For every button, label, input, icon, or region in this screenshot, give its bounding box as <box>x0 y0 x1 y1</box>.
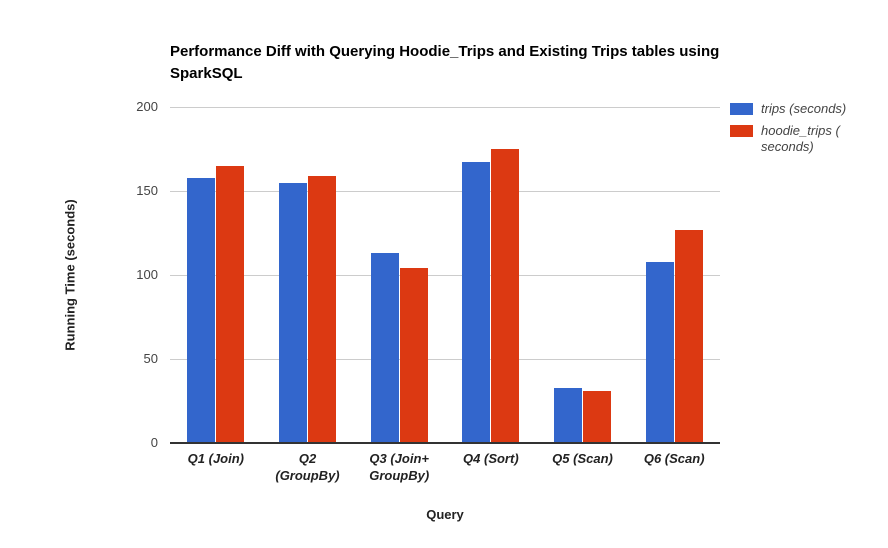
y-tick-label: 200 <box>136 99 158 114</box>
x-category-label: Q2 (GroupBy) <box>275 451 340 483</box>
y-tick-label: 50 <box>143 351 158 366</box>
x-axis-labels: Q1 (Join) Q2 (GroupBy) Q3 (Join+ GroupBy) Q… <box>170 450 720 484</box>
legend-label: trips (seconds) <box>761 101 847 116</box>
bar-hoodie_trips[interactable] <box>308 176 336 443</box>
y-axis-ticks: 0 50 100 150 200 <box>80 99 158 450</box>
x-slot: Q5 (Scan) <box>537 450 629 484</box>
gridline <box>170 275 720 276</box>
bar-trips[interactable] <box>187 178 216 443</box>
x-category-label: Q3 (Join+ GroupBy) <box>369 451 430 483</box>
bar-trips[interactable] <box>370 253 399 443</box>
y-tick-label: 150 <box>136 183 158 198</box>
bar-trips[interactable] <box>279 183 307 443</box>
x-category-label: Q6 (Scan) <box>643 451 705 466</box>
bar-trips[interactable] <box>554 388 583 443</box>
x-slot: Q4 (Sort) <box>445 450 537 484</box>
plot-area <box>170 107 720 444</box>
legend-label: hoodie_trips ( seconds) <box>761 123 840 154</box>
bar-group <box>445 107 537 443</box>
legend-item[interactable]: hoodie_trips ( seconds) <box>730 123 882 155</box>
y-axis-title: Running Time (seconds) <box>62 199 78 351</box>
bar-hoodie_trips[interactable] <box>216 166 245 443</box>
x-slot: Q6 (Scan) <box>628 450 720 484</box>
bar-groups <box>170 107 720 443</box>
bar-hoodie_trips[interactable] <box>491 149 520 443</box>
x-slot: Q1 (Join) <box>170 450 262 484</box>
y-tick-label: 0 <box>150 435 158 450</box>
bar-hoodie_trips[interactable] <box>674 230 703 443</box>
x-category-label: Q1 (Join) <box>187 451 244 466</box>
legend-swatch <box>730 125 753 137</box>
y-tick-label: 100 <box>136 267 158 282</box>
x-axis-line <box>170 442 720 444</box>
x-slot: Q3 (Join+ GroupBy) <box>353 450 445 484</box>
x-category-label: Q4 (Sort) <box>463 451 519 466</box>
bar-hoodie_trips[interactable] <box>399 268 428 443</box>
bar-group <box>353 107 445 443</box>
legend: trips (seconds) hoodie_trips ( seconds) <box>730 101 882 161</box>
bar-group <box>170 107 262 443</box>
x-axis-title: Query <box>426 507 464 522</box>
x-slot: Q2 (GroupBy) <box>262 450 354 484</box>
bar-trips[interactable] <box>645 262 674 443</box>
chart-title: Performance Diff with Querying Hoodie_Tr… <box>170 43 720 82</box>
bar-group <box>537 107 629 443</box>
bar-group <box>262 107 354 443</box>
bar-trips[interactable] <box>462 162 491 443</box>
legend-item[interactable]: trips (seconds) <box>730 101 882 117</box>
bar-group <box>628 107 720 443</box>
gridline <box>170 359 720 360</box>
gridline <box>170 191 720 192</box>
x-category-label: Q5 (Scan) <box>552 451 613 466</box>
bar-hoodie_trips[interactable] <box>583 391 612 443</box>
gridline <box>170 107 720 108</box>
legend-swatch <box>730 103 753 115</box>
